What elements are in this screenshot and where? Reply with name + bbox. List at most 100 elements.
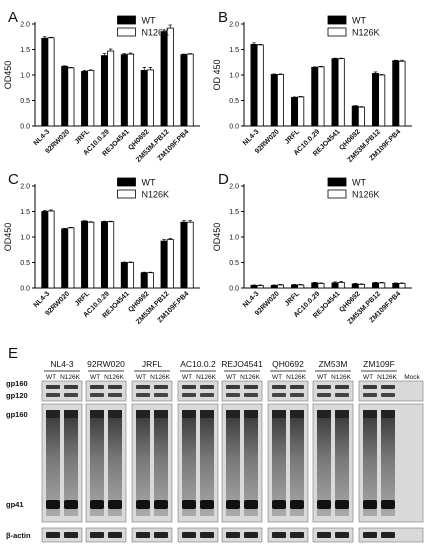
lane-smear	[108, 410, 122, 516]
band-gp160	[244, 385, 258, 389]
lane-label-wt: WT	[226, 374, 236, 381]
blot-box-gp160-gp120-strip	[221, 380, 263, 402]
band-gp41	[363, 500, 377, 509]
bar-n126k-5	[357, 284, 365, 289]
band-beta-actin	[363, 532, 377, 538]
bar-n126k-4	[337, 58, 345, 127]
band-gp120	[363, 393, 377, 397]
bar-n126k-3	[317, 283, 325, 289]
y-tick-label: 1.5	[229, 209, 239, 216]
bar-wt-1	[270, 74, 278, 127]
band-gp41	[381, 500, 395, 509]
bar-wt-5	[140, 70, 148, 127]
panel-letter: E	[8, 345, 18, 362]
bar-n126k-1	[67, 67, 75, 127]
bar-n126k-4	[127, 262, 135, 289]
bar-wt-7	[392, 283, 400, 289]
blot-group-label: 92RW020	[87, 359, 125, 369]
band-gp120	[272, 393, 286, 397]
blot-box-gp160-gp120-strip	[267, 380, 309, 402]
bar-wt-6	[372, 282, 380, 289]
bar-n126k-2	[87, 70, 95, 127]
bar-n126k-6	[166, 239, 174, 289]
category-label: NL4-3	[33, 128, 52, 147]
band-gp41	[200, 500, 214, 509]
band-gp41	[90, 500, 104, 509]
band-gp160	[317, 385, 331, 389]
y-tick-label: 0.0	[229, 124, 239, 131]
bar-n126k-5	[146, 272, 154, 289]
blot-box-gp160-gp120-strip	[41, 380, 83, 402]
bar-wt-3	[100, 55, 108, 127]
blot-row-label: β-actin	[6, 531, 31, 540]
bar-n126k-5	[146, 69, 154, 127]
blot-box-beta-actin-strip	[85, 527, 127, 543]
lane-smear	[90, 410, 104, 516]
band-gp160	[90, 385, 104, 389]
band-gp120	[46, 393, 60, 397]
blot-row-label: gp120	[6, 391, 28, 400]
lane-label-wt: WT	[317, 374, 327, 381]
bar-n126k-3	[317, 66, 325, 127]
lane-smear	[363, 410, 377, 516]
band-gp160	[182, 410, 196, 418]
band-gp120	[154, 393, 168, 397]
blot-box-beta-actin-strip	[41, 527, 83, 543]
lane-label-wt: WT	[90, 374, 100, 381]
bar-wt-1	[61, 228, 69, 289]
bar-wt-0	[250, 285, 258, 289]
y-tick-label: 0.5	[229, 98, 239, 105]
category-label: NL4-3	[242, 290, 261, 309]
bar-n126k-6	[166, 27, 174, 127]
band-gp41	[317, 500, 331, 509]
bar-n126k-3	[107, 50, 115, 127]
blot-box-gp160-gp120-strip	[358, 380, 424, 402]
bar-n126k-5	[357, 106, 365, 127]
band-beta-actin	[90, 532, 104, 538]
blot-box-gp160-gp120-strip	[312, 380, 354, 402]
band-gp160	[182, 385, 196, 389]
blot-group-label: NL4-3	[50, 359, 73, 369]
blot-group-label: AC10.0.2	[180, 359, 216, 369]
blot-group-label: QH0692	[272, 359, 304, 369]
band-gp160	[381, 410, 395, 418]
y-tick-label: 0.5	[229, 260, 239, 267]
blot-box-beta-actin-strip	[312, 527, 354, 543]
y-tick-label: 0.5	[20, 98, 30, 105]
band-beta-actin	[290, 532, 304, 538]
lane-smear	[226, 410, 240, 516]
band-gp41	[108, 500, 122, 509]
legend-label-n126k: N126K	[142, 190, 170, 200]
legend-swatch-n126k	[327, 189, 347, 199]
blot-box-gp160-gp120-strip	[85, 380, 127, 402]
y-tick-label: 0.5	[20, 260, 30, 267]
lane-label-n126k: N126K	[331, 374, 352, 381]
blot-group-label: REJO4541	[221, 359, 263, 369]
bar-n126k-0	[256, 285, 264, 289]
blot-group-label: ZM53M	[319, 359, 348, 369]
band-gp120	[64, 393, 78, 397]
legend-label-n126k: N126K	[352, 28, 380, 38]
band-gp41	[64, 500, 78, 509]
band-gp160	[335, 385, 349, 389]
blot-row-label: gp160	[6, 410, 28, 419]
bar-wt-5	[140, 272, 148, 289]
y-tick-label: 0.0	[20, 124, 30, 131]
y-tick-label: 0.0	[229, 286, 239, 293]
y-tick-label: 1.0	[229, 73, 239, 80]
panel-letter: C	[8, 171, 19, 188]
panel-letter: B	[218, 9, 228, 26]
bar-wt-7	[180, 54, 188, 127]
band-gp120	[381, 393, 395, 397]
legend-swatch-n126k	[117, 189, 136, 199]
bar-n126k-7	[186, 221, 194, 289]
band-gp120	[200, 393, 214, 397]
category-label: NL4-3	[33, 290, 52, 309]
bar-n126k-0	[47, 210, 55, 289]
bar-wt-3	[311, 66, 319, 127]
lane-smear	[182, 410, 196, 516]
band-gp120	[335, 393, 349, 397]
band-gp160	[272, 410, 286, 418]
blot-box-gp160-gp120-strip	[131, 380, 173, 402]
